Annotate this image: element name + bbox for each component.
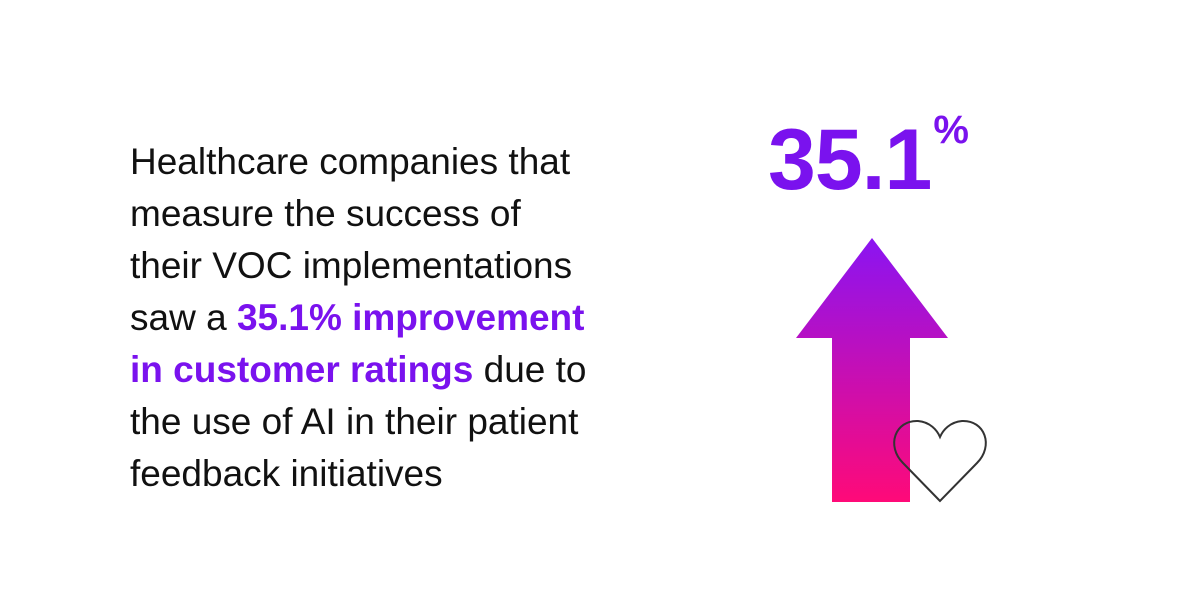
highlight-text: 35.1% improvement <box>236 297 585 338</box>
statement: Healthcare companies that measure the suc… <box>130 136 587 500</box>
statement-line: their VOC implementations <box>130 240 587 292</box>
body-text: saw a <box>130 297 237 338</box>
body-text: the use of AI in their patient <box>130 401 579 442</box>
body-text: due to <box>473 349 587 390</box>
statement-line: feedback initiatives <box>130 448 587 500</box>
stat-number: 35.1 <box>768 112 932 208</box>
statement-line: Healthcare companies that <box>130 136 587 188</box>
highlight-text: in customer ratings <box>130 349 474 390</box>
stat: 35.1% <box>768 108 969 210</box>
heart-icon <box>893 419 987 503</box>
body-text: feedback initiatives <box>130 453 443 494</box>
up-arrow <box>796 238 948 502</box>
statement-line: in customer ratings due to <box>130 344 587 396</box>
body-text: Healthcare companies that <box>130 141 571 182</box>
body-text: their VOC implementations <box>130 245 573 286</box>
statement-line: measure the success of <box>130 188 587 240</box>
statement-line: the use of AI in their patient <box>130 396 587 448</box>
statement-line: saw a 35.1% improvement <box>130 292 587 344</box>
body-text: measure the success of <box>130 193 521 234</box>
stat-unit: % <box>933 108 969 152</box>
